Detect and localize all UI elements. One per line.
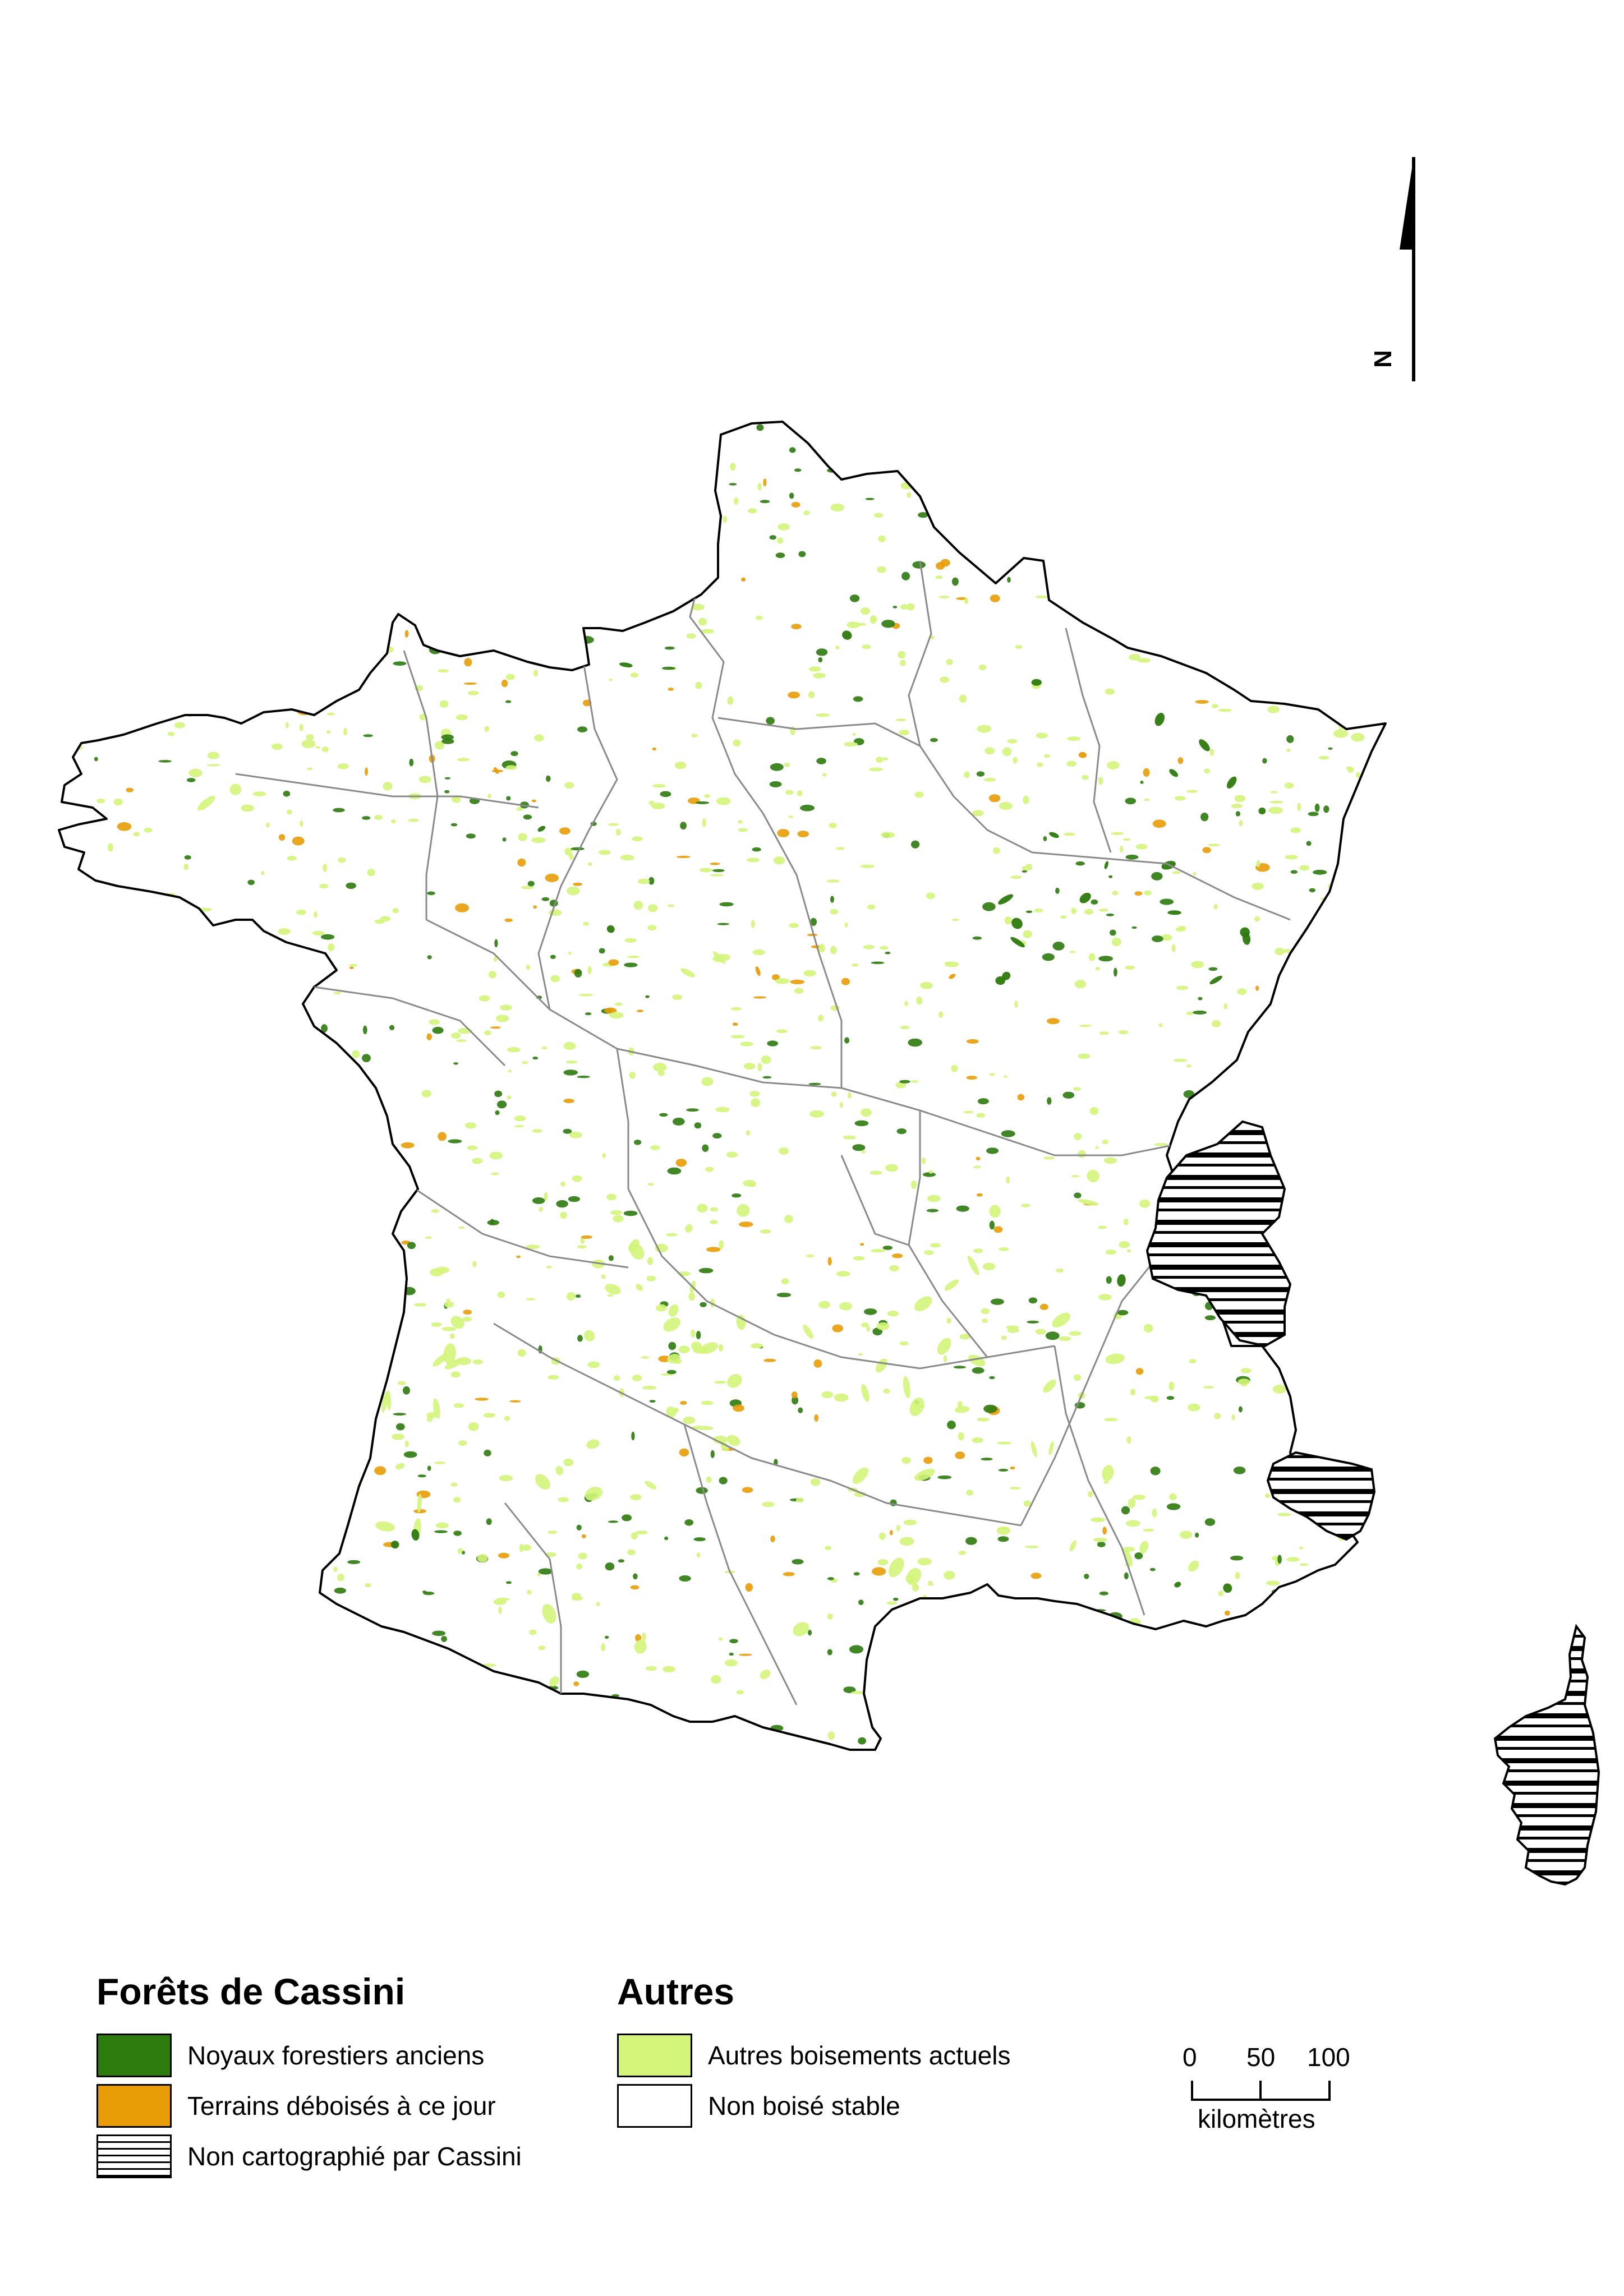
scale-tick-50: 50 bbox=[1246, 2043, 1276, 2072]
legend-item-unmapped: Non cartographié par Cassini bbox=[96, 2134, 522, 2179]
unmapped-savoie bbox=[1145, 1120, 1292, 1348]
unmapped-hatch-swatch bbox=[96, 2134, 172, 2178]
unmapped-nice bbox=[1266, 1451, 1376, 1541]
legend-item-current-woodland: Autres boisements actuels bbox=[617, 2033, 1011, 2078]
north-arrow-label: N bbox=[1369, 350, 1397, 368]
non-wooded-swatch bbox=[617, 2084, 692, 2128]
legend-title-cassini: Forêts de Cassini bbox=[96, 1971, 406, 2012]
north-arrow: N bbox=[1369, 157, 1415, 381]
scale-tick-100: 100 bbox=[1307, 2043, 1350, 2072]
legend-label: Autres boisements actuels bbox=[708, 2041, 1011, 2070]
legend-title-autres: Autres bbox=[617, 1971, 735, 2012]
legend-label: Non cartographié par Cassini bbox=[187, 2142, 522, 2171]
scale-unit: kilomètres bbox=[1198, 2104, 1315, 2133]
legend-label: Noyaux forestiers anciens bbox=[187, 2041, 485, 2070]
corsica bbox=[1493, 1624, 1600, 1886]
legend-label: Terrains déboisés à ce jour bbox=[187, 2091, 496, 2120]
legend-label: Non boisé stable bbox=[708, 2091, 900, 2120]
current-woodland-swatch bbox=[617, 2034, 692, 2077]
legend-item-non-wooded: Non boisé stable bbox=[617, 2083, 900, 2128]
regional-boundaries bbox=[235, 560, 1291, 1705]
scale-tick-0: 0 bbox=[1183, 2043, 1197, 2072]
scale-bar bbox=[1191, 2081, 1331, 2101]
legend-item-deforested: Terrains déboisés à ce jour bbox=[96, 2083, 496, 2128]
deforested-swatch bbox=[96, 2084, 172, 2128]
ancient-forest-swatch bbox=[96, 2034, 172, 2077]
legend-item-ancient-forest: Noyaux forestiers anciens bbox=[96, 2033, 484, 2078]
